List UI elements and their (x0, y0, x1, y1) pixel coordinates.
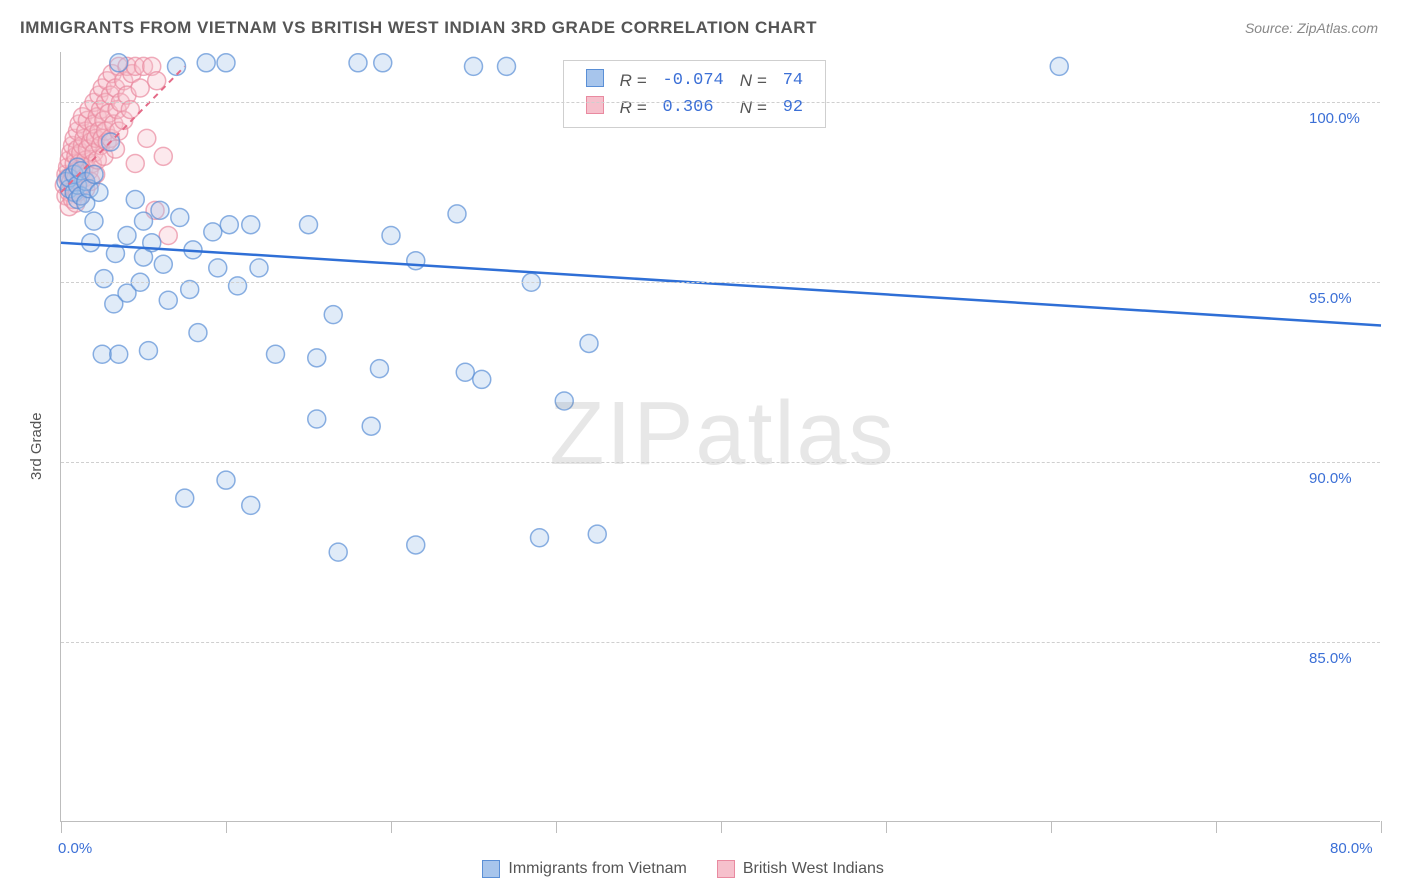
data-point (135, 212, 153, 230)
gridline (61, 102, 1380, 103)
data-point (267, 345, 285, 363)
y-axis-label: 3rd Grade (28, 412, 45, 480)
legend-swatch (717, 860, 735, 878)
data-point (159, 291, 177, 309)
data-point (349, 54, 367, 72)
data-point (176, 489, 194, 507)
series-legend: Immigrants from Vietnam British West Indi… (482, 860, 884, 878)
x-tick (1051, 821, 1052, 833)
x-tick (391, 821, 392, 833)
x-tick (61, 821, 62, 833)
data-point (138, 129, 156, 147)
data-point (217, 54, 235, 72)
data-point (300, 216, 318, 234)
series-vietnam (57, 54, 1068, 561)
data-point (250, 259, 268, 277)
x-tick (721, 821, 722, 833)
data-point (209, 259, 227, 277)
data-point (197, 54, 215, 72)
data-point (229, 277, 247, 295)
x-tick (226, 821, 227, 833)
data-point (110, 345, 128, 363)
chart-svg (61, 52, 1381, 822)
data-point (220, 216, 238, 234)
data-point (204, 223, 222, 241)
data-point (217, 471, 235, 489)
data-point (189, 324, 207, 342)
data-point (242, 496, 260, 514)
data-point (588, 525, 606, 543)
y-tick-label: 100.0% (1309, 110, 1360, 127)
x-axis-min-label: 0.0% (58, 840, 92, 857)
data-point (82, 234, 100, 252)
gridline (61, 462, 1380, 463)
x-tick (556, 821, 557, 833)
data-point (456, 363, 474, 381)
data-point (374, 54, 392, 72)
data-point (370, 360, 388, 378)
legend-item: Immigrants from Vietnam (482, 860, 686, 878)
data-point (95, 270, 113, 288)
plot-area: ZIPatlas R =-0.074N =74R =0.306N =92 85.… (60, 52, 1380, 822)
data-point (168, 57, 186, 75)
data-point (139, 342, 157, 360)
legend-label: Immigrants from Vietnam (508, 860, 686, 878)
legend-item: British West Indians (717, 860, 884, 878)
data-point (126, 155, 144, 173)
gridline (61, 282, 1380, 283)
data-point (131, 79, 149, 97)
data-point (308, 410, 326, 428)
data-point (151, 201, 169, 219)
data-point (448, 205, 466, 223)
data-point (242, 216, 260, 234)
x-axis-max-label: 80.0% (1330, 840, 1373, 857)
data-point (580, 334, 598, 352)
data-point (531, 529, 549, 547)
x-tick (1216, 821, 1217, 833)
data-point (154, 147, 172, 165)
data-point (85, 212, 103, 230)
data-point (465, 57, 483, 75)
data-point (362, 417, 380, 435)
legend-label: British West Indians (743, 860, 884, 878)
data-point (555, 392, 573, 410)
data-point (93, 345, 111, 363)
data-point (110, 54, 128, 72)
data-point (90, 183, 108, 201)
data-point (407, 252, 425, 270)
legend-swatch (586, 96, 604, 114)
data-point (324, 306, 342, 324)
data-point (329, 543, 347, 561)
y-tick-label: 85.0% (1309, 650, 1352, 667)
data-point (473, 370, 491, 388)
data-point (498, 57, 516, 75)
trend-line-vietnam (61, 243, 1381, 326)
source-attribution: Source: ZipAtlas.com (1245, 20, 1378, 36)
data-point (407, 536, 425, 554)
y-tick-label: 90.0% (1309, 470, 1352, 487)
legend-row: R =-0.074N =74 (578, 67, 812, 94)
data-point (171, 209, 189, 227)
gridline (61, 642, 1380, 643)
data-point (382, 227, 400, 245)
correlation-legend: R =-0.074N =74R =0.306N =92 (563, 60, 827, 128)
data-point (154, 255, 172, 273)
chart-title: IMMIGRANTS FROM VIETNAM VS BRITISH WEST … (20, 18, 817, 38)
x-tick (886, 821, 887, 833)
data-point (1050, 57, 1068, 75)
legend-row: R =0.306N =92 (578, 94, 812, 121)
data-point (159, 227, 177, 245)
data-point (118, 227, 136, 245)
data-point (126, 191, 144, 209)
legend-swatch (482, 860, 500, 878)
data-point (148, 72, 166, 90)
data-point (85, 165, 103, 183)
x-tick (1381, 821, 1382, 833)
y-tick-label: 95.0% (1309, 290, 1352, 307)
legend-swatch (586, 69, 604, 87)
data-point (308, 349, 326, 367)
